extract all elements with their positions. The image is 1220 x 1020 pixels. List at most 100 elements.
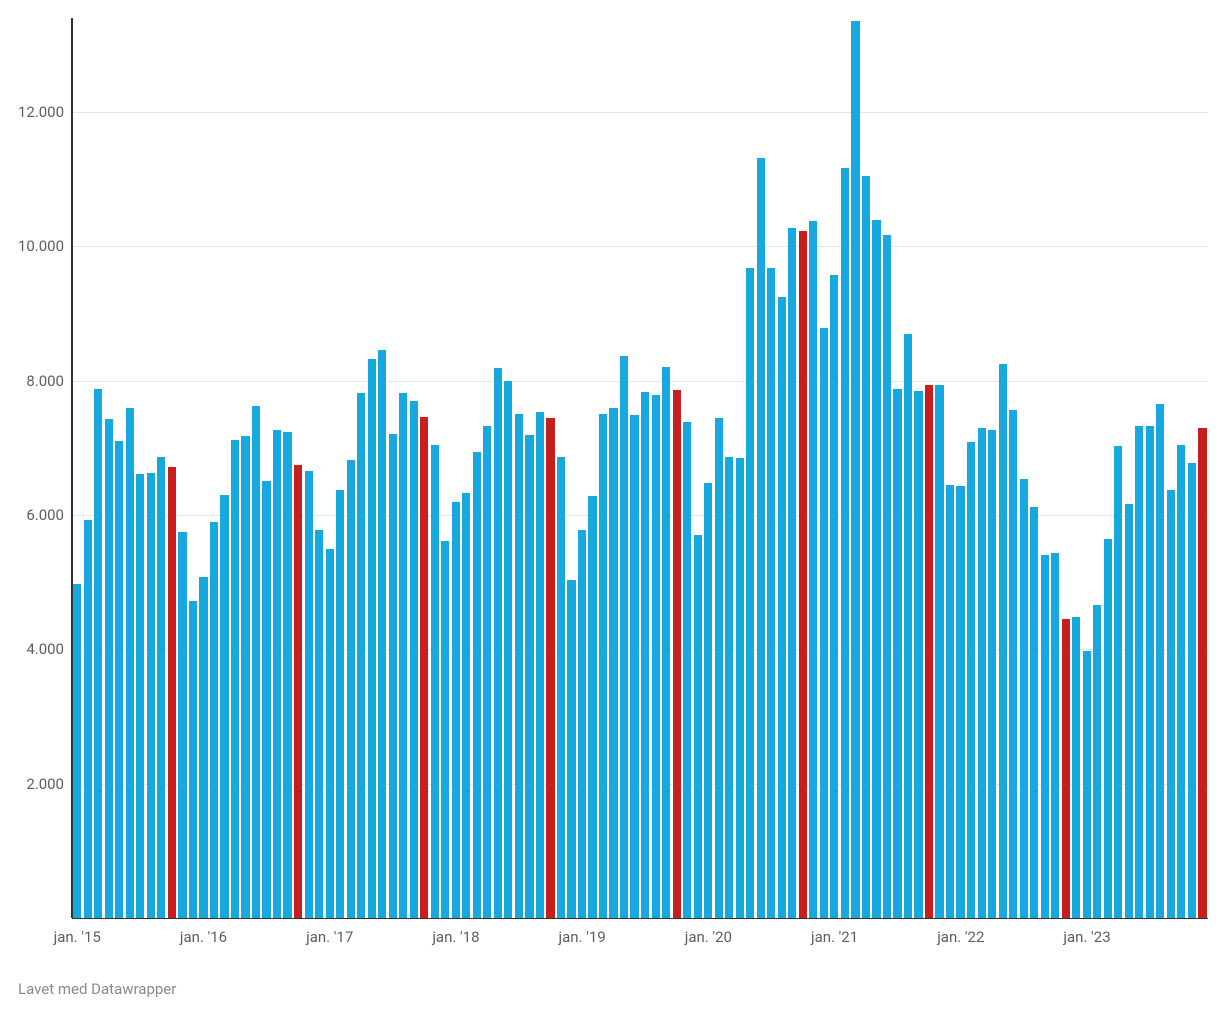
bar-slot bbox=[1039, 555, 1050, 918]
bar-slot bbox=[535, 412, 546, 918]
bar bbox=[715, 418, 723, 918]
y-tick-label: 10.000 bbox=[18, 237, 72, 255]
bar-slot bbox=[272, 430, 283, 918]
bar-slot bbox=[167, 467, 178, 918]
chart-container: 2.0004.0006.0008.00010.00012.000 jan. '1… bbox=[0, 0, 1220, 1020]
bar-slot bbox=[135, 474, 146, 918]
bar-slot bbox=[1018, 479, 1029, 918]
bar-slot bbox=[608, 408, 619, 918]
bar-slot bbox=[661, 367, 672, 918]
bar-slot bbox=[430, 445, 441, 918]
bar-slot bbox=[724, 457, 735, 918]
bar bbox=[115, 441, 123, 918]
bar-slot bbox=[251, 406, 262, 918]
bar-slot bbox=[482, 426, 493, 918]
bar-slot bbox=[976, 428, 987, 918]
bar bbox=[241, 436, 249, 918]
bar-slot bbox=[650, 395, 661, 918]
bar bbox=[809, 221, 817, 918]
bar-slot bbox=[945, 485, 956, 918]
bar bbox=[841, 168, 849, 918]
bar-slot bbox=[556, 457, 567, 918]
bar bbox=[220, 495, 228, 918]
bar-slot bbox=[219, 495, 230, 918]
bar-highlight bbox=[673, 390, 681, 918]
bar bbox=[567, 580, 575, 919]
bar bbox=[588, 496, 596, 918]
bar-slot bbox=[861, 176, 872, 918]
bar-highlight bbox=[420, 417, 428, 918]
bar-slot bbox=[640, 392, 651, 918]
bar-slot bbox=[72, 584, 83, 918]
bar bbox=[94, 389, 102, 918]
bar bbox=[431, 445, 439, 918]
footer-credit: Lavet med Datawrapper bbox=[18, 980, 176, 998]
bar bbox=[452, 502, 460, 918]
bar bbox=[231, 440, 239, 918]
bar-slot bbox=[829, 275, 840, 918]
bar bbox=[210, 522, 218, 918]
bar bbox=[557, 457, 565, 918]
bar bbox=[105, 419, 113, 918]
bar-slot bbox=[451, 502, 462, 918]
bar bbox=[399, 393, 407, 918]
bar bbox=[410, 401, 418, 918]
x-tick-label: jan. '15 bbox=[54, 918, 101, 946]
bar bbox=[199, 577, 207, 918]
bar-slot bbox=[524, 435, 535, 918]
bar-slot bbox=[1134, 426, 1145, 918]
bar bbox=[1125, 504, 1133, 918]
bar bbox=[336, 490, 344, 919]
bar bbox=[389, 434, 397, 918]
y-tick-label: 12.000 bbox=[18, 103, 72, 121]
bar bbox=[662, 367, 670, 918]
x-tick-label: jan. '17 bbox=[306, 918, 353, 946]
bar bbox=[305, 471, 313, 918]
bar bbox=[347, 460, 355, 918]
bar-slot bbox=[1166, 490, 1177, 918]
bar bbox=[914, 391, 922, 918]
bar-slot bbox=[1155, 404, 1166, 918]
bar bbox=[1030, 507, 1038, 918]
bar bbox=[262, 481, 270, 918]
bar-slot bbox=[798, 231, 809, 918]
bar-slot bbox=[345, 460, 356, 918]
bar-slot bbox=[766, 268, 777, 918]
bar bbox=[862, 176, 870, 918]
bar bbox=[1114, 446, 1122, 918]
bar-slot bbox=[1060, 619, 1071, 918]
bars-group bbox=[72, 18, 1208, 918]
bar-slot bbox=[840, 168, 851, 918]
bar bbox=[736, 458, 744, 918]
bar-slot bbox=[209, 522, 220, 918]
bar bbox=[1072, 617, 1080, 918]
bar-slot bbox=[997, 364, 1008, 918]
bar bbox=[830, 275, 838, 918]
bar-slot bbox=[566, 580, 577, 919]
bar bbox=[178, 532, 186, 918]
bar bbox=[157, 457, 165, 918]
bar-highlight bbox=[1062, 619, 1070, 918]
bar bbox=[988, 430, 996, 918]
bar bbox=[978, 428, 986, 918]
bar-slot bbox=[808, 221, 819, 918]
bar bbox=[315, 530, 323, 918]
bar-slot bbox=[440, 541, 451, 918]
bar bbox=[84, 520, 92, 918]
bar-slot bbox=[1103, 539, 1114, 918]
bar-slot bbox=[230, 440, 241, 918]
bar bbox=[1093, 605, 1101, 918]
x-tick-label: jan. '20 bbox=[685, 918, 732, 946]
x-tick-label: jan. '19 bbox=[559, 918, 606, 946]
bar bbox=[1188, 463, 1196, 918]
bar-slot bbox=[104, 419, 115, 918]
bar-slot bbox=[114, 441, 125, 918]
bar bbox=[935, 385, 943, 918]
bar-slot bbox=[366, 359, 377, 918]
bar bbox=[483, 426, 491, 918]
bar bbox=[1051, 553, 1059, 918]
bar-slot bbox=[335, 490, 346, 919]
bar bbox=[136, 474, 144, 918]
bar-highlight bbox=[925, 385, 933, 918]
bar-highlight bbox=[799, 231, 807, 918]
